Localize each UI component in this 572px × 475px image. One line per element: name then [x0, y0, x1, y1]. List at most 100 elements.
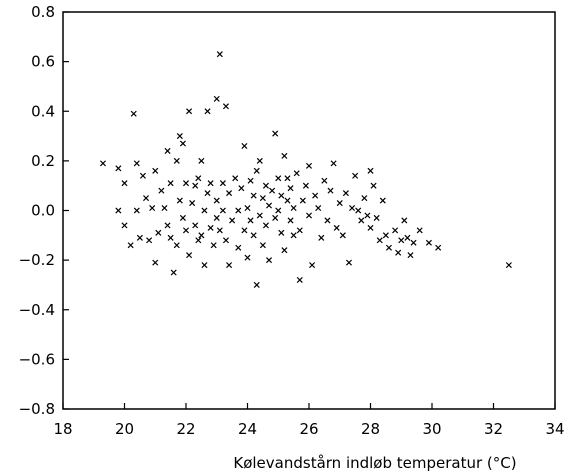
- data-point: [395, 249, 402, 256]
- x-tick-label: 18: [53, 420, 72, 438]
- data-point: [339, 232, 346, 239]
- data-point: [226, 190, 233, 197]
- data-point: [385, 244, 392, 251]
- data-point: [370, 182, 377, 189]
- data-point: [305, 162, 313, 169]
- data-point: [416, 227, 423, 234]
- data-point: [259, 242, 266, 249]
- y-tick-label: −0.2: [19, 251, 55, 269]
- data-point: [262, 222, 269, 229]
- data-point: [152, 167, 159, 174]
- x-tick-label: 32: [484, 420, 503, 438]
- data-point: [238, 185, 245, 192]
- data-point: [401, 217, 408, 224]
- data-point: [253, 281, 260, 288]
- data-point: [146, 237, 153, 244]
- data-point: [247, 177, 254, 184]
- data-point: [330, 160, 337, 167]
- data-point: [259, 195, 266, 202]
- data-point: [189, 200, 196, 207]
- x-tick-label: 20: [115, 420, 134, 438]
- data-point: [324, 217, 331, 224]
- x-tick-label: 22: [176, 420, 195, 438]
- data-point: [367, 167, 374, 174]
- data-point: [505, 262, 512, 269]
- data-point: [222, 103, 229, 110]
- data-point: [425, 239, 432, 246]
- data-point: [266, 202, 273, 209]
- data-point: [136, 234, 143, 241]
- y-tick-label: 0.8: [31, 3, 55, 21]
- data-point: [121, 222, 128, 229]
- data-point: [179, 140, 186, 147]
- data-point: [170, 269, 177, 276]
- data-point: [179, 214, 186, 221]
- data-point: [213, 95, 220, 102]
- data-point: [296, 276, 303, 283]
- data-point: [219, 207, 226, 214]
- data-point: [241, 227, 248, 234]
- data-point: [186, 252, 193, 259]
- data-points: [99, 51, 512, 288]
- x-tick-label: 34: [545, 420, 564, 438]
- data-point: [352, 172, 359, 179]
- data-point: [235, 207, 242, 214]
- data-point: [336, 200, 343, 207]
- data-point: [192, 222, 199, 229]
- x-tick-label: 24: [238, 420, 257, 438]
- data-point: [293, 170, 300, 177]
- data-point: [256, 212, 263, 219]
- data-point: [152, 259, 159, 266]
- data-point: [247, 217, 254, 224]
- data-point: [327, 187, 334, 194]
- data-point: [130, 110, 137, 117]
- data-point: [213, 197, 220, 204]
- data-point: [127, 242, 134, 249]
- data-point: [345, 259, 352, 266]
- data-point: [278, 229, 285, 236]
- data-point: [272, 130, 279, 137]
- data-point: [207, 180, 214, 187]
- data-point: [210, 242, 217, 249]
- y-tick-label: −0.4: [19, 301, 55, 319]
- data-point: [158, 187, 165, 194]
- data-point: [379, 197, 386, 204]
- data-point: [121, 180, 128, 187]
- y-tick-label: −0.6: [19, 350, 55, 368]
- data-point: [207, 224, 214, 231]
- data-point: [333, 224, 340, 231]
- data-point: [315, 204, 322, 212]
- data-point: [355, 207, 362, 214]
- data-point: [155, 229, 162, 236]
- data-point: [250, 232, 257, 239]
- data-point: [173, 157, 180, 164]
- data-point: [99, 160, 106, 167]
- data-point: [133, 160, 140, 167]
- data-point: [222, 237, 229, 244]
- data-point: [176, 197, 183, 204]
- data-point: [149, 204, 156, 212]
- data-point: [226, 262, 233, 269]
- data-point: [256, 157, 263, 164]
- data-point: [173, 242, 180, 249]
- data-point: [302, 182, 309, 189]
- data-point: [321, 177, 328, 184]
- data-point: [182, 227, 190, 234]
- ticks-layer: 18 20 22 24 26 28 30 32 34 −0.8 −0.6 −0.4 −0.2 0.0 0.2…: [19, 3, 565, 438]
- data-point: [318, 234, 325, 241]
- data-point: [272, 214, 279, 221]
- data-point: [364, 212, 371, 219]
- data-point: [195, 237, 202, 244]
- data-point: [198, 157, 205, 164]
- data-point: [296, 227, 303, 234]
- data-point: [342, 190, 349, 197]
- x-tick-label: 26: [299, 420, 318, 438]
- data-point: [164, 147, 171, 154]
- data-point: [278, 192, 285, 199]
- data-point: [235, 244, 242, 251]
- data-point: [182, 180, 190, 187]
- data-point: [201, 207, 208, 214]
- data-point: [229, 217, 236, 224]
- data-point: [115, 207, 122, 214]
